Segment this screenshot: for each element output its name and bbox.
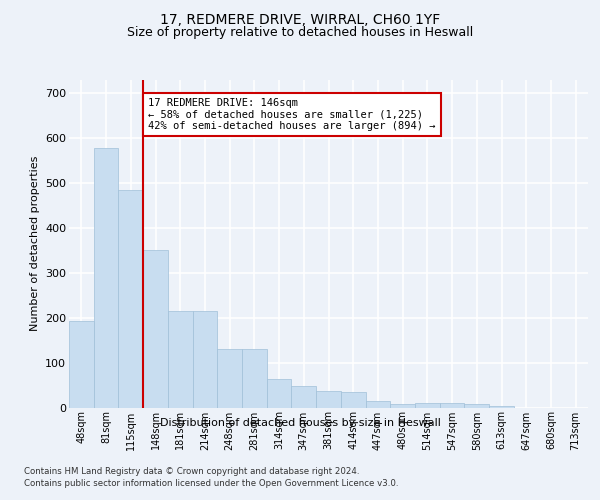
Bar — [168, 310, 193, 408]
Bar — [489, 406, 514, 407]
Y-axis label: Number of detached properties: Number of detached properties — [29, 156, 40, 332]
Bar — [365, 401, 390, 407]
Bar — [292, 386, 316, 407]
Text: Contains public sector information licensed under the Open Government Licence v3: Contains public sector information licen… — [24, 480, 398, 488]
Bar — [69, 321, 94, 408]
Text: 17, REDMERE DRIVE, WIRRAL, CH60 1YF: 17, REDMERE DRIVE, WIRRAL, CH60 1YF — [160, 13, 440, 27]
Text: Contains HM Land Registry data © Crown copyright and database right 2024.: Contains HM Land Registry data © Crown c… — [24, 466, 359, 475]
Bar — [143, 250, 168, 408]
Text: Size of property relative to detached houses in Heswall: Size of property relative to detached ho… — [127, 26, 473, 39]
Bar — [316, 392, 341, 407]
Bar — [267, 379, 292, 408]
Text: Distribution of detached houses by size in Heswall: Distribution of detached houses by size … — [160, 418, 440, 428]
Bar — [118, 190, 143, 408]
Bar — [440, 403, 464, 407]
Bar — [415, 403, 440, 407]
Bar — [193, 310, 217, 408]
Bar — [341, 392, 365, 407]
Bar — [464, 404, 489, 407]
Text: 17 REDMERE DRIVE: 146sqm
← 58% of detached houses are smaller (1,225)
42% of sem: 17 REDMERE DRIVE: 146sqm ← 58% of detach… — [148, 98, 436, 131]
Bar — [242, 349, 267, 408]
Bar — [390, 404, 415, 407]
Bar — [94, 148, 118, 407]
Bar — [217, 349, 242, 408]
